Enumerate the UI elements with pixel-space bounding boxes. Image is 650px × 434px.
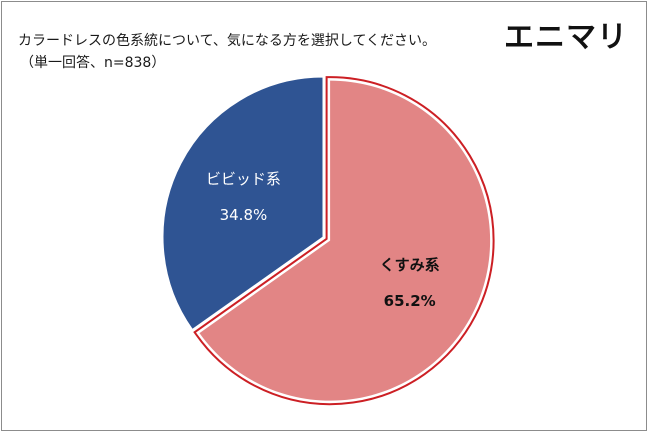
slice-value-label-1: 34.8% [220,206,268,224]
pie-slice-0 [199,80,491,401]
slice-value-label-0: 65.2% [384,292,436,310]
slice-label-1: ビビッド系 [206,170,281,188]
pie-slice-1 [162,76,324,331]
slice-label-0: くすみ系 [380,256,440,274]
chart-title: カラードレスの色系統について、気になる方を選択してください。 [18,33,437,49]
brand-logo-text: エニマリ [504,20,628,55]
chart-subtitle: （単一回答、n=838） [20,55,166,71]
